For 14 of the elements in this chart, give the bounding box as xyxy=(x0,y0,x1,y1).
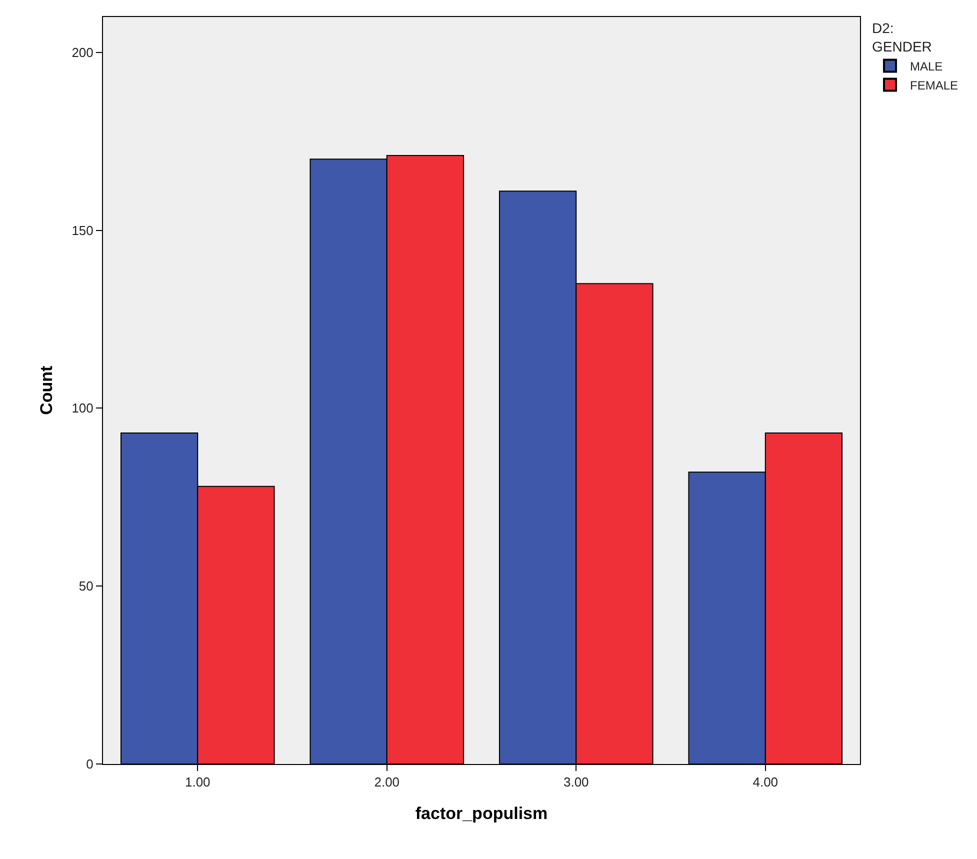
y-tick-label: 150 xyxy=(72,222,94,238)
legend-label: MALE xyxy=(910,59,943,74)
x-tick-label: 3.00 xyxy=(563,774,589,790)
x-tick-label: 1.00 xyxy=(184,774,210,790)
y-tick-label: 0 xyxy=(86,756,94,772)
y-tick-label: 50 xyxy=(78,578,94,594)
y-tick-label: 100 xyxy=(72,400,94,416)
legend-title: D2: GENDER xyxy=(872,20,932,54)
y-axis-title: Count xyxy=(37,365,56,415)
y-tick-label: 200 xyxy=(72,44,94,60)
x-axis-title: factor_populism xyxy=(415,804,548,823)
x-tick-label: 4.00 xyxy=(752,774,778,790)
legend-label: FEMALE xyxy=(910,78,958,92)
x-tick-label: 2.00 xyxy=(374,774,400,790)
